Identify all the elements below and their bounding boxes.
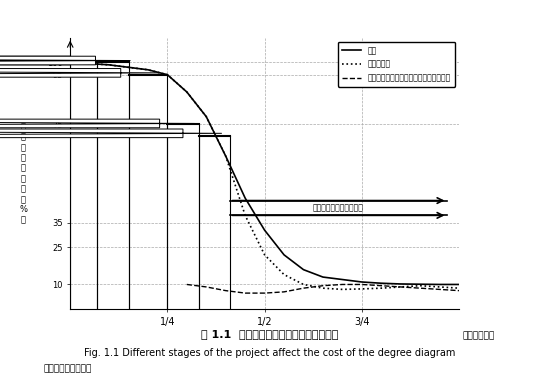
设计要求改变（设计标准、平面布置等） — [281, 290, 287, 294]
Polygon shape — [0, 129, 222, 138]
设计 — [436, 282, 443, 287]
招标、发包 — [222, 154, 229, 158]
设计 — [359, 280, 365, 284]
设计 — [261, 228, 268, 233]
招标、发包 — [184, 90, 190, 94]
Polygon shape — [0, 69, 160, 77]
设计 — [184, 90, 190, 94]
招标、发包 — [436, 285, 443, 289]
设计要求改变（设计标准、平面布置等） — [397, 285, 404, 289]
招标、发包 — [106, 63, 112, 67]
设计 — [145, 67, 151, 72]
设计 — [86, 61, 93, 66]
招标、发包 — [320, 286, 326, 290]
Polygon shape — [0, 56, 103, 65]
设计要求改变（设计标准、平面布置等） — [300, 286, 307, 290]
设计要求改变（设计标准、平面布置等） — [222, 288, 229, 293]
Line: 设计: 设计 — [70, 62, 459, 285]
招标、发包 — [67, 60, 73, 64]
招标、发包 — [164, 72, 171, 77]
设计要求改变（设计标准、平面布置等） — [417, 286, 423, 290]
Text: 图 1.1  项目不同阶段影响造价程度示意图: 图 1.1 项目不同阶段影响造价程度示意图 — [201, 329, 339, 339]
招标、发包 — [397, 285, 404, 289]
Text: 施工阶段设计变更、发包: 施工阶段设计变更、发包 — [313, 204, 364, 213]
设计要求改变（设计标准、平面布置等） — [203, 285, 210, 289]
设计 — [378, 281, 384, 285]
招标、发包 — [203, 114, 210, 119]
设计 — [125, 65, 132, 70]
Text: 项目进展时间: 项目进展时间 — [462, 331, 495, 340]
设计 — [417, 282, 423, 287]
招标、发包 — [417, 284, 423, 288]
设计 — [222, 154, 229, 158]
设计要求改变（设计标准、平面布置等） — [242, 291, 248, 295]
招标、发包 — [300, 282, 307, 287]
设计要求改变（设计标准、平面布置等） — [378, 284, 384, 288]
招标、发包 — [86, 61, 93, 66]
招标、发包 — [242, 213, 248, 218]
Legend: 设计, 招标、发包, 设计要求改变（设计标准、平面布置等）: 设计, 招标、发包, 设计要求改变（设计标准、平面布置等） — [338, 41, 455, 87]
设计 — [397, 282, 404, 286]
Text: Fig. 1.1 Different stages of the project affect the cost of the degree diagram: Fig. 1.1 Different stages of the project… — [84, 348, 456, 358]
设计要求改变（设计标准、平面布置等） — [320, 284, 326, 288]
招标、发包 — [125, 65, 132, 70]
Polygon shape — [0, 56, 131, 65]
设计 — [242, 196, 248, 200]
招标、发包 — [456, 286, 462, 290]
招标、发包 — [145, 67, 151, 72]
设计要求改变（设计标准、平面布置等） — [456, 288, 462, 293]
招标、发包 — [261, 253, 268, 257]
设计 — [339, 277, 346, 282]
设计要求改变（设计标准、平面布置等） — [261, 291, 268, 295]
设计 — [164, 72, 171, 77]
设计要求改变（设计标准、平面布置等） — [184, 282, 190, 287]
设计 — [456, 282, 462, 287]
招标、发包 — [339, 287, 346, 292]
招标、发包 — [359, 287, 365, 291]
设计 — [300, 267, 307, 272]
招标、发包 — [281, 272, 287, 277]
设计 — [320, 275, 326, 279]
设计 — [281, 253, 287, 257]
设计 — [106, 63, 112, 67]
设计要求改变（设计标准、平面布置等） — [436, 287, 443, 292]
设计要求改变（设计标准、平面布置等） — [339, 282, 346, 287]
设计要求改变（设计标准、平面布置等） — [359, 282, 365, 287]
Text: 影
响
投
资
的
程
度
（
%
）: 影 响 投 资 的 程 度 （ % ） — [19, 122, 28, 225]
Polygon shape — [0, 119, 194, 128]
招标、发包 — [378, 286, 384, 290]
Line: 设计要求改变（设计标准、平面布置等）: 设计要求改变（设计标准、平面布置等） — [187, 285, 459, 293]
Line: 招标、发包: 招标、发包 — [70, 62, 459, 290]
Text: 资料来源：自行绘制: 资料来源：自行绘制 — [43, 364, 92, 373]
设计 — [203, 114, 210, 119]
设计 — [67, 60, 73, 64]
